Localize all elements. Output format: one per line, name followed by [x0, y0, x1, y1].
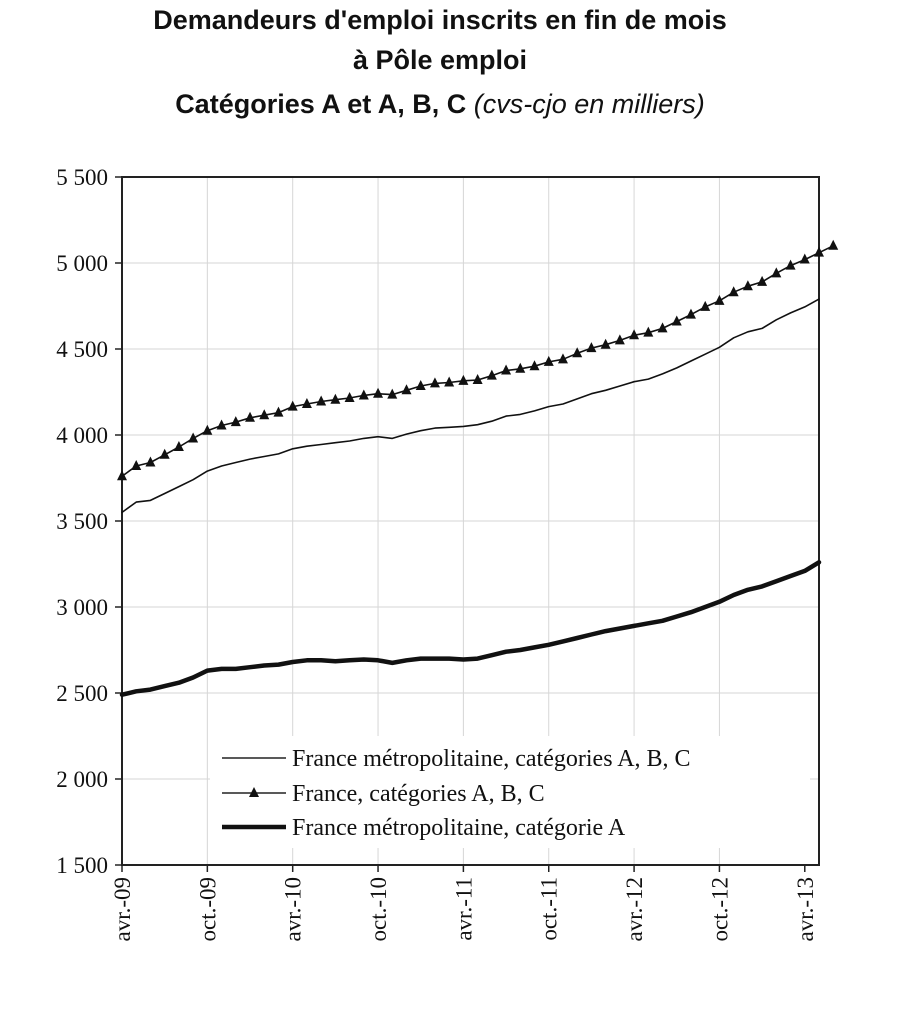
triangle-marker: [543, 355, 554, 366]
series-line-france-abc: [121, 245, 835, 478]
y-tick-label: 2 000: [56, 767, 108, 792]
series-line-metro-a: [119, 560, 822, 697]
triangle-marker: [415, 379, 426, 390]
triangle-marker: [472, 373, 483, 384]
chart-title-line-2: à Pôle emploi: [352, 45, 528, 75]
triangle-marker: [245, 411, 256, 422]
triangle-marker: [131, 459, 142, 470]
triangle-marker: [173, 441, 184, 452]
y-tick-label: 2 500: [56, 681, 108, 706]
triangle-marker: [273, 406, 284, 417]
y-axis: 5 500 5 000 4 500 4 000 3 500 3 000 2 500 2 000…: [56, 165, 122, 878]
legend: France métropolitaine, catégories A, B, …: [210, 736, 810, 848]
x-tick-label: oct.-10: [366, 877, 391, 942]
triangle-marker: [629, 329, 640, 340]
triangle-marker: [586, 342, 597, 353]
legend-triangle-marker: [249, 787, 259, 797]
x-tick-label: oct.-11: [537, 877, 562, 941]
triangle-marker: [600, 338, 611, 349]
legend-label-france-abc: France, catégories A, B, C: [292, 781, 545, 807]
x-tick-label: avr.-12: [622, 877, 647, 942]
x-tick-label: avr.-10: [281, 877, 306, 942]
y-tick-label: 3 500: [56, 509, 108, 534]
triangle-marker: [373, 387, 384, 398]
triangle-marker: [700, 300, 711, 311]
triangle-marker: [216, 419, 227, 430]
x-tick-label: avr.-11: [451, 877, 476, 941]
x-tick-label: oct.-09: [195, 877, 220, 942]
triangle-marker: [614, 334, 625, 345]
triangle-marker: [159, 448, 170, 459]
triangle-marker: [643, 326, 654, 337]
y-tick-label: 5 500: [56, 165, 108, 190]
triangle-marker: [714, 294, 725, 305]
triangle-marker: [230, 416, 241, 427]
triangle-marker: [557, 353, 568, 364]
triangle-marker: [771, 267, 782, 278]
triangle-marker: [529, 360, 540, 371]
y-tick-label: 4 000: [56, 423, 108, 448]
triangle-marker: [145, 456, 156, 467]
triangle-marker: [501, 364, 512, 375]
triangle-marker: [799, 253, 810, 264]
legend-label-metro-abc: France métropolitaine, catégories A, B, …: [292, 746, 691, 772]
triangle-marker: [344, 392, 355, 403]
triangle-marker: [358, 389, 369, 400]
triangle-marker: [287, 400, 298, 411]
triangle-marker: [486, 369, 497, 380]
legend-box: [210, 736, 810, 848]
triangle-marker: [728, 286, 739, 297]
triangle-marker: [117, 470, 127, 481]
chart-title-line-3: Catégories A et A, B, C (cvs-cjo en mill…: [0, 86, 880, 123]
series-line-metro-abc: [121, 298, 820, 514]
triangle-marker: [330, 393, 341, 404]
triangle-marker: [301, 398, 312, 409]
y-tick-label: 4 500: [56, 337, 108, 362]
legend-label-metro-a: France métropolitaine, catégorie A: [292, 815, 626, 841]
triangle-marker: [742, 280, 753, 291]
triangle-marker: [671, 315, 682, 326]
chart-title-unit: (cvs-cjo en milliers): [473, 89, 705, 119]
triangle-marker: [828, 239, 839, 250]
x-tick-label: avr.-09: [110, 877, 135, 942]
triangle-marker: [515, 362, 526, 373]
y-tick-label: 3 000: [56, 595, 108, 620]
y-tick-label: 1 500: [56, 853, 108, 878]
triangle-marker: [657, 322, 668, 333]
triangle-marker: [458, 374, 469, 385]
triangle-marker: [316, 395, 327, 406]
chart-title-line-1: Demandeurs d'emploi inscrits en fin de m…: [153, 5, 727, 35]
triangle-marker: [814, 246, 824, 257]
x-tick-label: oct.-12: [707, 877, 732, 942]
triangle-marker: [572, 347, 583, 358]
y-tick-label: 5 000: [56, 251, 108, 276]
triangle-marker: [685, 308, 696, 319]
triangle-marker: [188, 432, 199, 443]
triangle-marker: [259, 409, 270, 420]
triangle-marker: [785, 259, 796, 270]
chart-title-categories: Catégories A et A, B, C: [175, 89, 467, 119]
triangle-marker: [387, 388, 398, 399]
x-axis: avr.-09 oct.-09 avr.-10 oct.-10 avr.-11 oct.-…: [110, 865, 818, 942]
series-group: [117, 239, 839, 697]
triangle-marker: [444, 376, 455, 387]
triangle-marker: [202, 424, 213, 435]
triangle-marker: [429, 377, 440, 388]
triangle-marker: [757, 275, 768, 286]
x-tick-label: avr.-13: [793, 877, 818, 942]
triangle-marker: [401, 384, 412, 395]
